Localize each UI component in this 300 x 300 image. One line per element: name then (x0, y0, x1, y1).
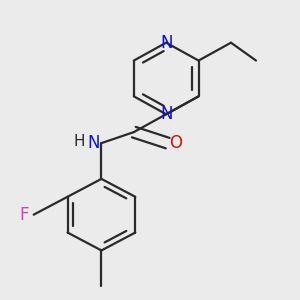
Text: N: N (160, 105, 172, 123)
Text: H: H (74, 134, 85, 149)
Text: N: N (87, 134, 100, 152)
Text: O: O (169, 134, 182, 152)
Text: N: N (160, 34, 172, 52)
Text: F: F (20, 206, 29, 224)
